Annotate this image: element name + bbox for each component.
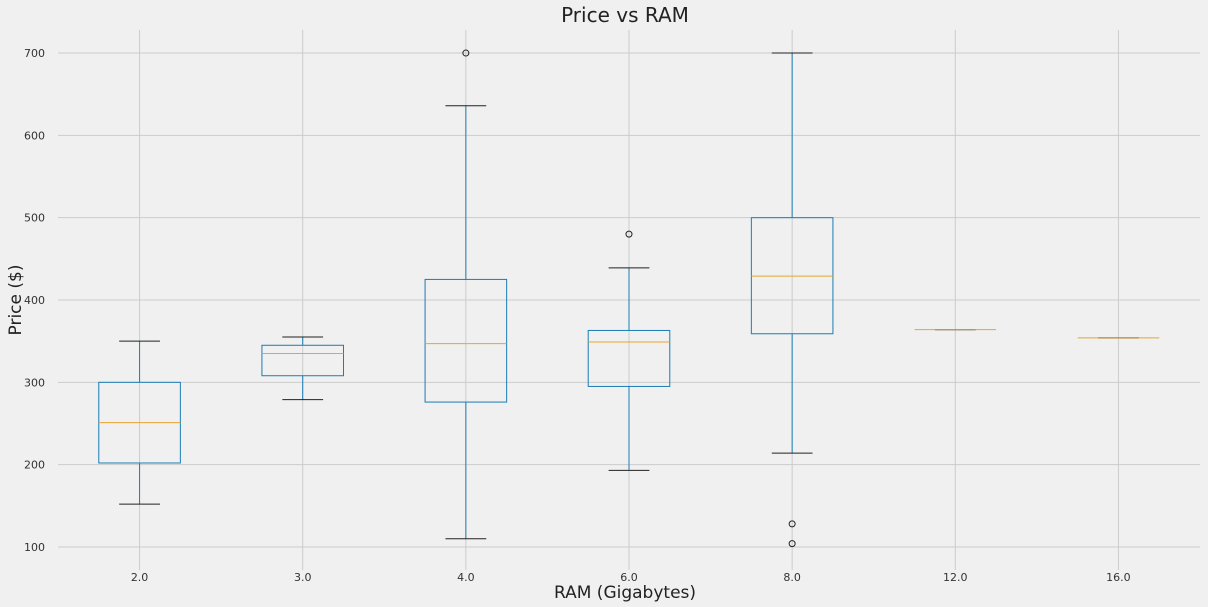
x-tick-label: 16.0 (1106, 571, 1131, 584)
chart-title: Price vs RAM (561, 3, 689, 27)
outlier-point (625, 230, 633, 238)
y-tick-label: 300 (24, 376, 45, 389)
outlier-point (788, 540, 796, 548)
x-tick-label: 3.0 (294, 571, 312, 584)
box-group (98, 340, 181, 505)
x-tick-label: 4.0 (457, 571, 475, 584)
y-tick-label: 200 (24, 459, 45, 472)
box-iqr (261, 344, 344, 377)
y-tick-label: 600 (24, 129, 45, 142)
y-tick-label: 400 (24, 294, 45, 307)
x-tick-label: 12.0 (943, 571, 968, 584)
box-group (261, 336, 344, 401)
box-group (424, 49, 508, 540)
x-axis-label: RAM (Gigabytes) (554, 583, 696, 603)
x-tick-labels: 2.0 3.0 4.0 6.0 8.0 12.0 16.0 (131, 571, 1131, 584)
y-tick-label: 700 (24, 47, 45, 60)
box-series (98, 49, 1160, 548)
box-iqr (424, 278, 508, 403)
outlier-point (462, 49, 470, 57)
y-tick-labels: 100 200 300 400 500 600 700 (24, 47, 45, 554)
x-tick-label: 6.0 (620, 571, 638, 584)
y-axis-label: Price ($) (6, 265, 26, 336)
box-group (750, 52, 834, 548)
x-tick-label: 2.0 (131, 571, 149, 584)
y-tick-label: 500 (24, 212, 45, 225)
outlier-point (788, 520, 796, 528)
x-tick-label: 8.0 (783, 571, 801, 584)
box-group (587, 230, 671, 471)
box-iqr (587, 329, 671, 387)
y-tick-label: 100 (24, 541, 45, 554)
